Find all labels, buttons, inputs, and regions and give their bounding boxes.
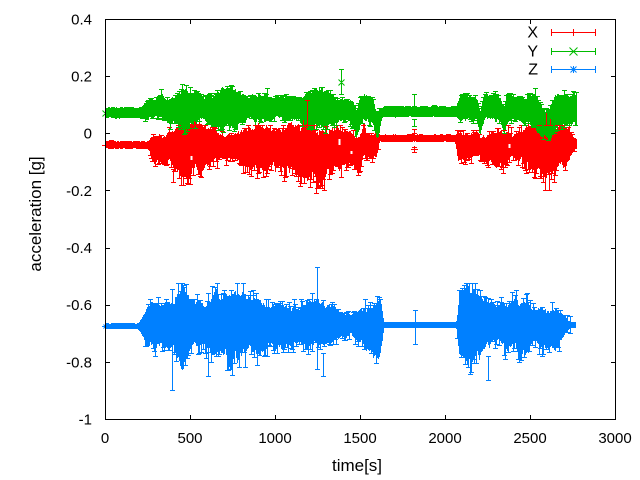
svg-text:-0.4: -0.4 xyxy=(66,240,92,257)
svg-text:acceleration [g]: acceleration [g] xyxy=(26,156,45,271)
svg-text:0: 0 xyxy=(84,126,92,143)
svg-text:3000: 3000 xyxy=(598,430,631,447)
svg-text:-0.6: -0.6 xyxy=(66,297,92,314)
svg-text:500: 500 xyxy=(177,430,202,447)
svg-text:2000: 2000 xyxy=(428,430,461,447)
svg-text:1000: 1000 xyxy=(258,430,291,447)
svg-text:Y: Y xyxy=(527,44,538,61)
svg-text:1500: 1500 xyxy=(343,430,376,447)
svg-text:Z: Z xyxy=(528,62,538,79)
svg-text:0.4: 0.4 xyxy=(71,11,92,28)
svg-text:-0.2: -0.2 xyxy=(66,183,92,200)
svg-text:-0.8: -0.8 xyxy=(66,354,92,371)
svg-text:0: 0 xyxy=(101,430,109,447)
svg-text:-1: -1 xyxy=(79,411,92,428)
svg-text:0.2: 0.2 xyxy=(71,69,92,86)
svg-text:X: X xyxy=(527,25,538,42)
svg-text:time[s]: time[s] xyxy=(332,456,382,475)
svg-text:2500: 2500 xyxy=(513,430,546,447)
